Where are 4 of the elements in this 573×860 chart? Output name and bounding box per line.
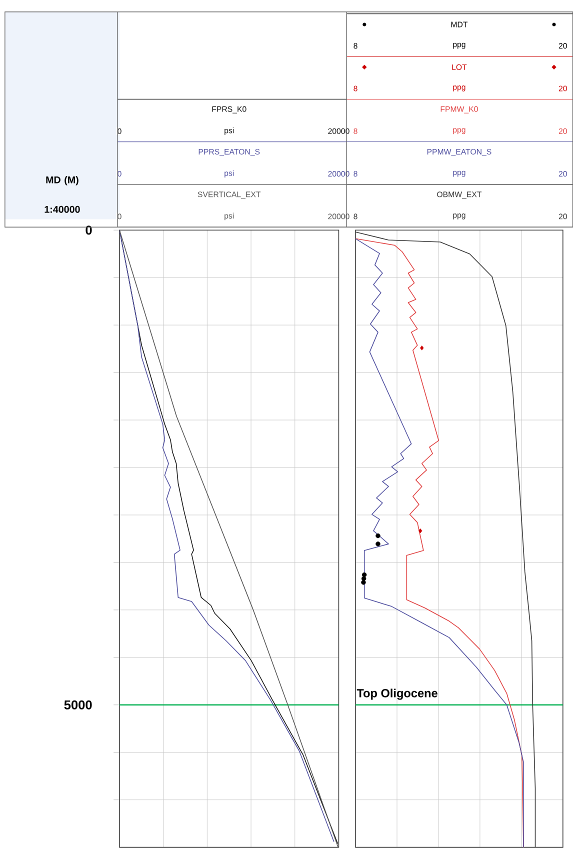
ref-line-label: Top Oligocene — [356, 688, 438, 700]
y-tick-label: 5000 — [64, 700, 92, 710]
text: 1:40000 — [44, 206, 80, 213]
y-axis-title: MD (M) — [46, 176, 78, 186]
